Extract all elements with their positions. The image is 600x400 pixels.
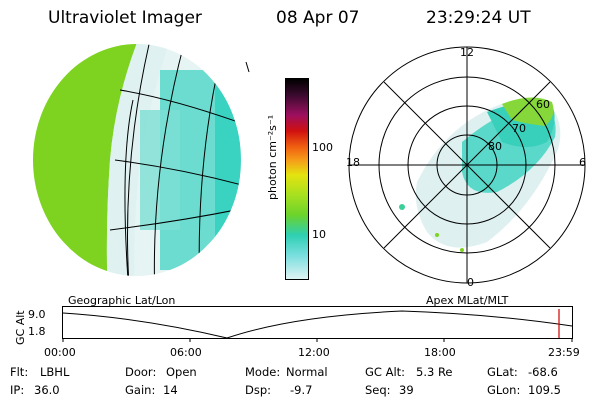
intensity-colorbar xyxy=(285,78,309,280)
colorbar-unit-label: photon cm⁻²s⁻¹ xyxy=(266,114,279,200)
dsp-value: -9.7 xyxy=(290,383,313,397)
colorbar-tick-10: 10 xyxy=(312,228,326,241)
ip-label: IP: xyxy=(10,383,25,397)
mlt-label-0: 0 xyxy=(467,276,474,289)
orbit-ymin: 1.8 xyxy=(28,325,46,338)
glat-value: -68.6 xyxy=(528,365,558,379)
mlat-label-70: 70 xyxy=(512,122,526,135)
ip-value: 36.0 xyxy=(34,383,60,397)
colorbar-tick-100: 100 xyxy=(312,141,333,154)
gcalt-value: 5.3 Re xyxy=(416,365,453,379)
mlt-label-18: 18 xyxy=(346,156,360,169)
instrument-title: Ultraviolet Imager xyxy=(48,8,202,28)
gain-label: Gain: xyxy=(125,383,156,397)
observation-date: 08 Apr 07 xyxy=(276,8,360,28)
filter-label: Flt: xyxy=(10,365,29,379)
door-label: Door: xyxy=(125,365,157,379)
filter-value: LBHL xyxy=(40,365,70,379)
geographic-image-panel xyxy=(33,44,250,276)
seq-value: 39 xyxy=(399,383,414,397)
glon-value: 109.5 xyxy=(528,383,561,397)
orbit-altitude-plot xyxy=(62,306,573,342)
glat-label: GLat: xyxy=(487,365,518,379)
time-tick-1800: 18:00 xyxy=(424,346,456,359)
gain-value: 14 xyxy=(163,383,178,397)
mlt-label-12: 12 xyxy=(460,46,474,59)
apex-caption: Apex MLat/MLT xyxy=(426,294,509,307)
door-value: Open xyxy=(166,365,197,379)
gcalt-label: GC Alt: xyxy=(365,365,406,379)
time-tick-1200: 12:00 xyxy=(298,346,330,359)
observation-time: 23:29:24 UT xyxy=(426,8,531,28)
orbit-ylabel: GC Alt xyxy=(14,310,27,345)
mlat-label-80: 80 xyxy=(488,140,502,153)
time-tick-0000: 00:00 xyxy=(44,346,76,359)
polar-mlat-mlt-plot xyxy=(348,46,586,284)
geographic-caption: Geographic Lat/Lon xyxy=(68,294,176,307)
mlt-label-6: 6 xyxy=(579,156,586,169)
glon-label: GLon: xyxy=(487,383,521,397)
time-tick-0600: 06:00 xyxy=(170,346,202,359)
altitude-curve xyxy=(62,310,573,339)
orbit-ymax: 9.0 xyxy=(28,308,46,321)
mlat-label-60: 60 xyxy=(536,98,550,111)
mode-value: Normal xyxy=(286,365,328,379)
time-tick-2359: 23:59 xyxy=(548,346,580,359)
mode-label: Mode: xyxy=(245,365,281,379)
dsp-label: Dsp: xyxy=(245,383,272,397)
seq-label: Seq: xyxy=(365,383,391,397)
